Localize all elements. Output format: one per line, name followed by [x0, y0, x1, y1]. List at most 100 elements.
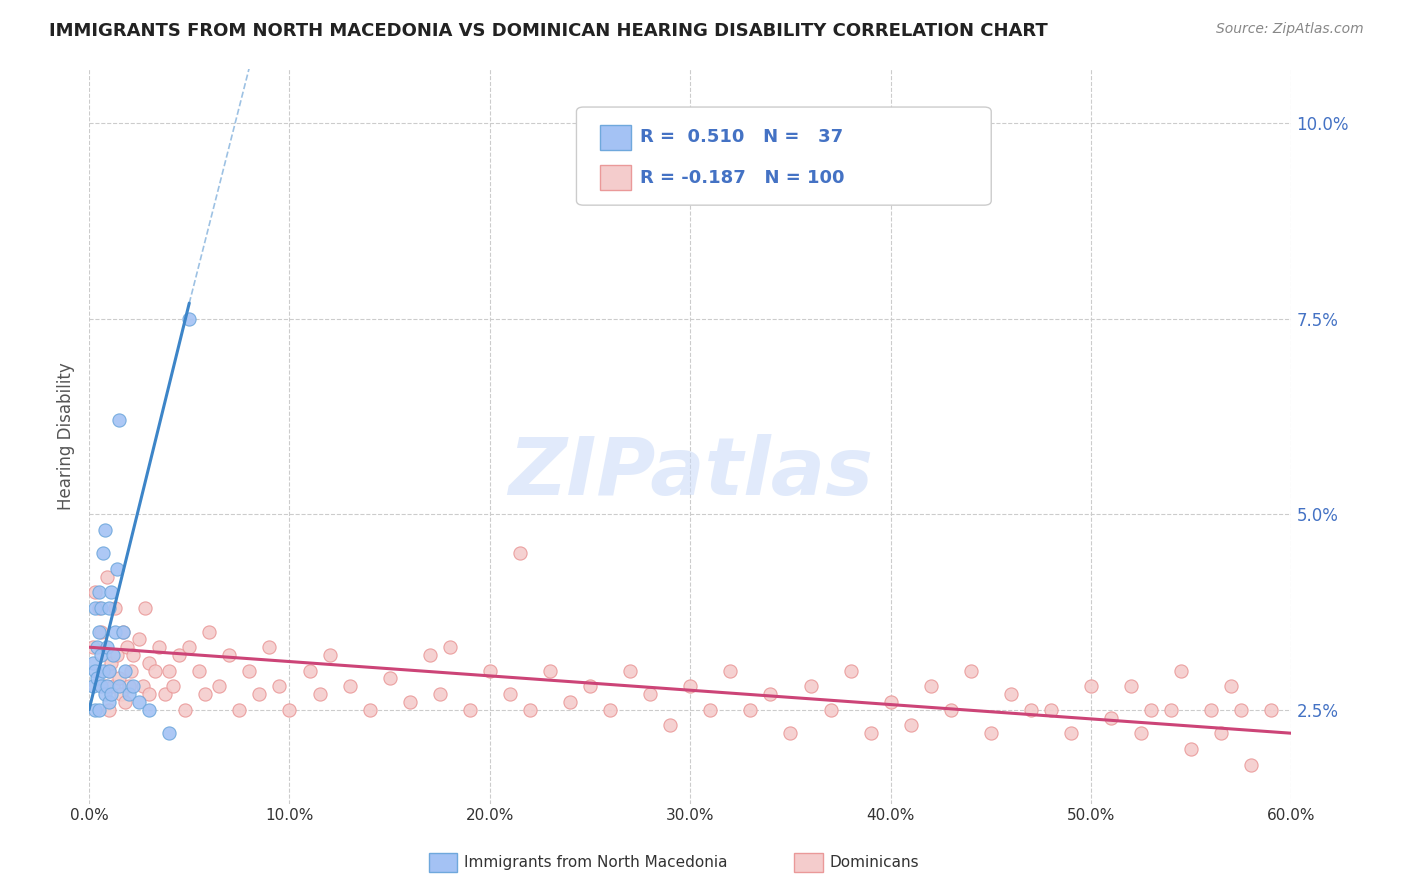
- Point: [174, 703, 197, 717]
- Point: [94, 523, 117, 537]
- Point: [859, 726, 882, 740]
- Point: [134, 601, 156, 615]
- Point: [339, 679, 361, 693]
- Point: [84, 664, 107, 678]
- Point: [100, 687, 122, 701]
- Point: [1230, 703, 1253, 717]
- Point: [249, 687, 271, 701]
- Point: [98, 703, 121, 717]
- Point: [155, 687, 177, 701]
- Point: [128, 695, 150, 709]
- Text: Immigrants from North Macedonia: Immigrants from North Macedonia: [464, 855, 727, 870]
- Point: [91, 664, 114, 678]
- Point: [94, 679, 117, 693]
- Point: [105, 648, 128, 662]
- Point: [679, 679, 702, 693]
- Point: [759, 687, 782, 701]
- Point: [959, 664, 981, 678]
- Point: [939, 703, 962, 717]
- Point: [198, 624, 221, 639]
- Point: [90, 601, 112, 615]
- Point: [100, 585, 122, 599]
- Text: Dominicans: Dominicans: [830, 855, 920, 870]
- Point: [87, 585, 110, 599]
- Point: [98, 664, 121, 678]
- Point: [398, 695, 420, 709]
- Point: [1000, 687, 1022, 701]
- Point: [194, 687, 217, 701]
- Point: [82, 679, 104, 693]
- Point: [167, 648, 190, 662]
- Point: [90, 624, 112, 639]
- Point: [122, 679, 145, 693]
- Point: [1019, 703, 1042, 717]
- Point: [112, 624, 135, 639]
- Point: [1039, 703, 1062, 717]
- Point: [157, 664, 180, 678]
- Point: [1121, 679, 1143, 693]
- Point: [208, 679, 231, 693]
- Point: [114, 664, 136, 678]
- Point: [96, 570, 118, 584]
- Point: [980, 726, 1002, 740]
- Point: [458, 703, 481, 717]
- Point: [96, 640, 118, 655]
- Point: [90, 648, 112, 662]
- Point: [108, 672, 131, 686]
- Point: [115, 640, 138, 655]
- Point: [519, 703, 541, 717]
- Text: Source: ZipAtlas.com: Source: ZipAtlas.com: [1216, 22, 1364, 37]
- Point: [87, 624, 110, 639]
- Point: [91, 546, 114, 560]
- Point: [100, 656, 122, 670]
- Point: [920, 679, 942, 693]
- Point: [188, 664, 211, 678]
- Point: [558, 695, 581, 709]
- Point: [478, 664, 501, 678]
- Point: [110, 687, 132, 701]
- Point: [128, 632, 150, 647]
- Point: [104, 601, 127, 615]
- Point: [86, 672, 108, 686]
- Point: [509, 546, 531, 560]
- Point: [419, 648, 441, 662]
- Point: [439, 640, 461, 655]
- Point: [1220, 679, 1243, 693]
- Point: [799, 679, 821, 693]
- Point: [879, 695, 901, 709]
- Point: [96, 679, 118, 693]
- Point: [84, 601, 107, 615]
- Text: ZIPatlas: ZIPatlas: [508, 434, 873, 512]
- Point: [1260, 703, 1282, 717]
- Point: [98, 664, 121, 678]
- Point: [179, 640, 201, 655]
- Point: [87, 601, 110, 615]
- Point: [143, 664, 166, 678]
- Text: R =  0.510   N =   37: R = 0.510 N = 37: [640, 128, 842, 146]
- Point: [118, 679, 141, 693]
- Point: [122, 648, 145, 662]
- Point: [238, 664, 260, 678]
- Point: [718, 664, 741, 678]
- Point: [157, 726, 180, 740]
- Point: [579, 679, 602, 693]
- Point: [104, 624, 127, 639]
- Point: [298, 664, 321, 678]
- Point: [228, 703, 250, 717]
- Point: [1140, 703, 1163, 717]
- Point: [278, 703, 301, 717]
- Point: [740, 703, 762, 717]
- Point: [114, 695, 136, 709]
- Point: [820, 703, 842, 717]
- Point: [218, 648, 240, 662]
- Y-axis label: Hearing Disability: Hearing Disability: [58, 362, 75, 510]
- Point: [84, 585, 107, 599]
- Point: [105, 562, 128, 576]
- Point: [138, 703, 160, 717]
- Point: [779, 726, 801, 740]
- Text: IMMIGRANTS FROM NORTH MACEDONIA VS DOMINICAN HEARING DISABILITY CORRELATION CHAR: IMMIGRANTS FROM NORTH MACEDONIA VS DOMIN…: [49, 22, 1047, 40]
- Point: [101, 648, 124, 662]
- Point: [699, 703, 721, 717]
- Point: [1099, 710, 1122, 724]
- Point: [112, 624, 135, 639]
